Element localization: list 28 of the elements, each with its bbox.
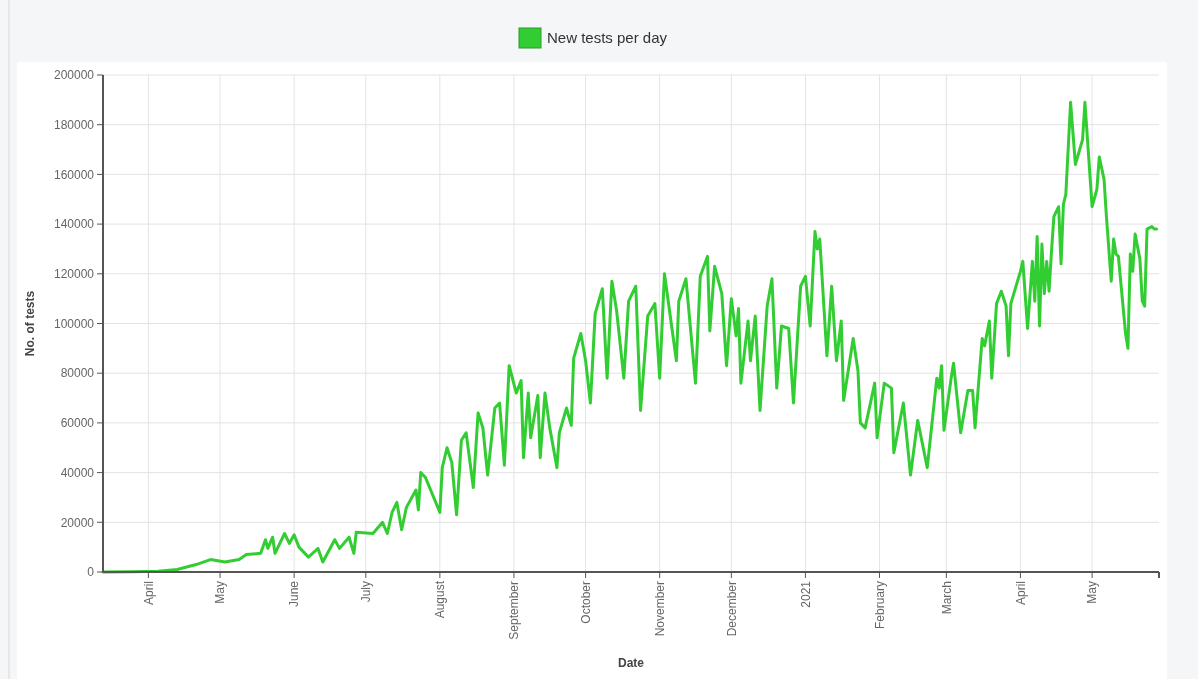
x-tick-label: March [939,581,954,615]
x-tick-label: May [213,581,228,604]
y-tick-label: 60000 [60,416,95,431]
y-tick-label: 140000 [53,217,95,232]
y-tick-label: 180000 [53,117,95,132]
y-tick-label: 40000 [60,465,95,480]
y-tick-label: 200000 [53,68,95,83]
x-tick-label: February [872,581,887,630]
x-tick-label: November [652,581,667,637]
x-tick-label: April [141,581,156,606]
x-tick-label: July [359,581,374,603]
y-tick-label: 100000 [53,316,95,331]
y-tick-label: 20000 [60,515,95,530]
legend-label: New tests per day [547,29,668,47]
x-tick-label: 2021 [798,580,813,608]
x-axis-title: Date [617,656,645,670]
x-tick-label: September [507,581,522,640]
x-tick-label: May [1085,581,1100,604]
x-tick-label: October [578,581,593,624]
x-tick-label: August [433,580,448,619]
y-tick-label: 80000 [60,366,95,381]
y-tick-label: 120000 [53,267,95,281]
y-axis-title: No. of tests [23,290,37,357]
y-tick-label: 0 [87,565,95,580]
x-tick-label: June [287,580,302,608]
x-tick-label: December [724,581,739,637]
x-tick-label: April [1013,581,1028,606]
y-tick-label: 160000 [53,167,95,182]
